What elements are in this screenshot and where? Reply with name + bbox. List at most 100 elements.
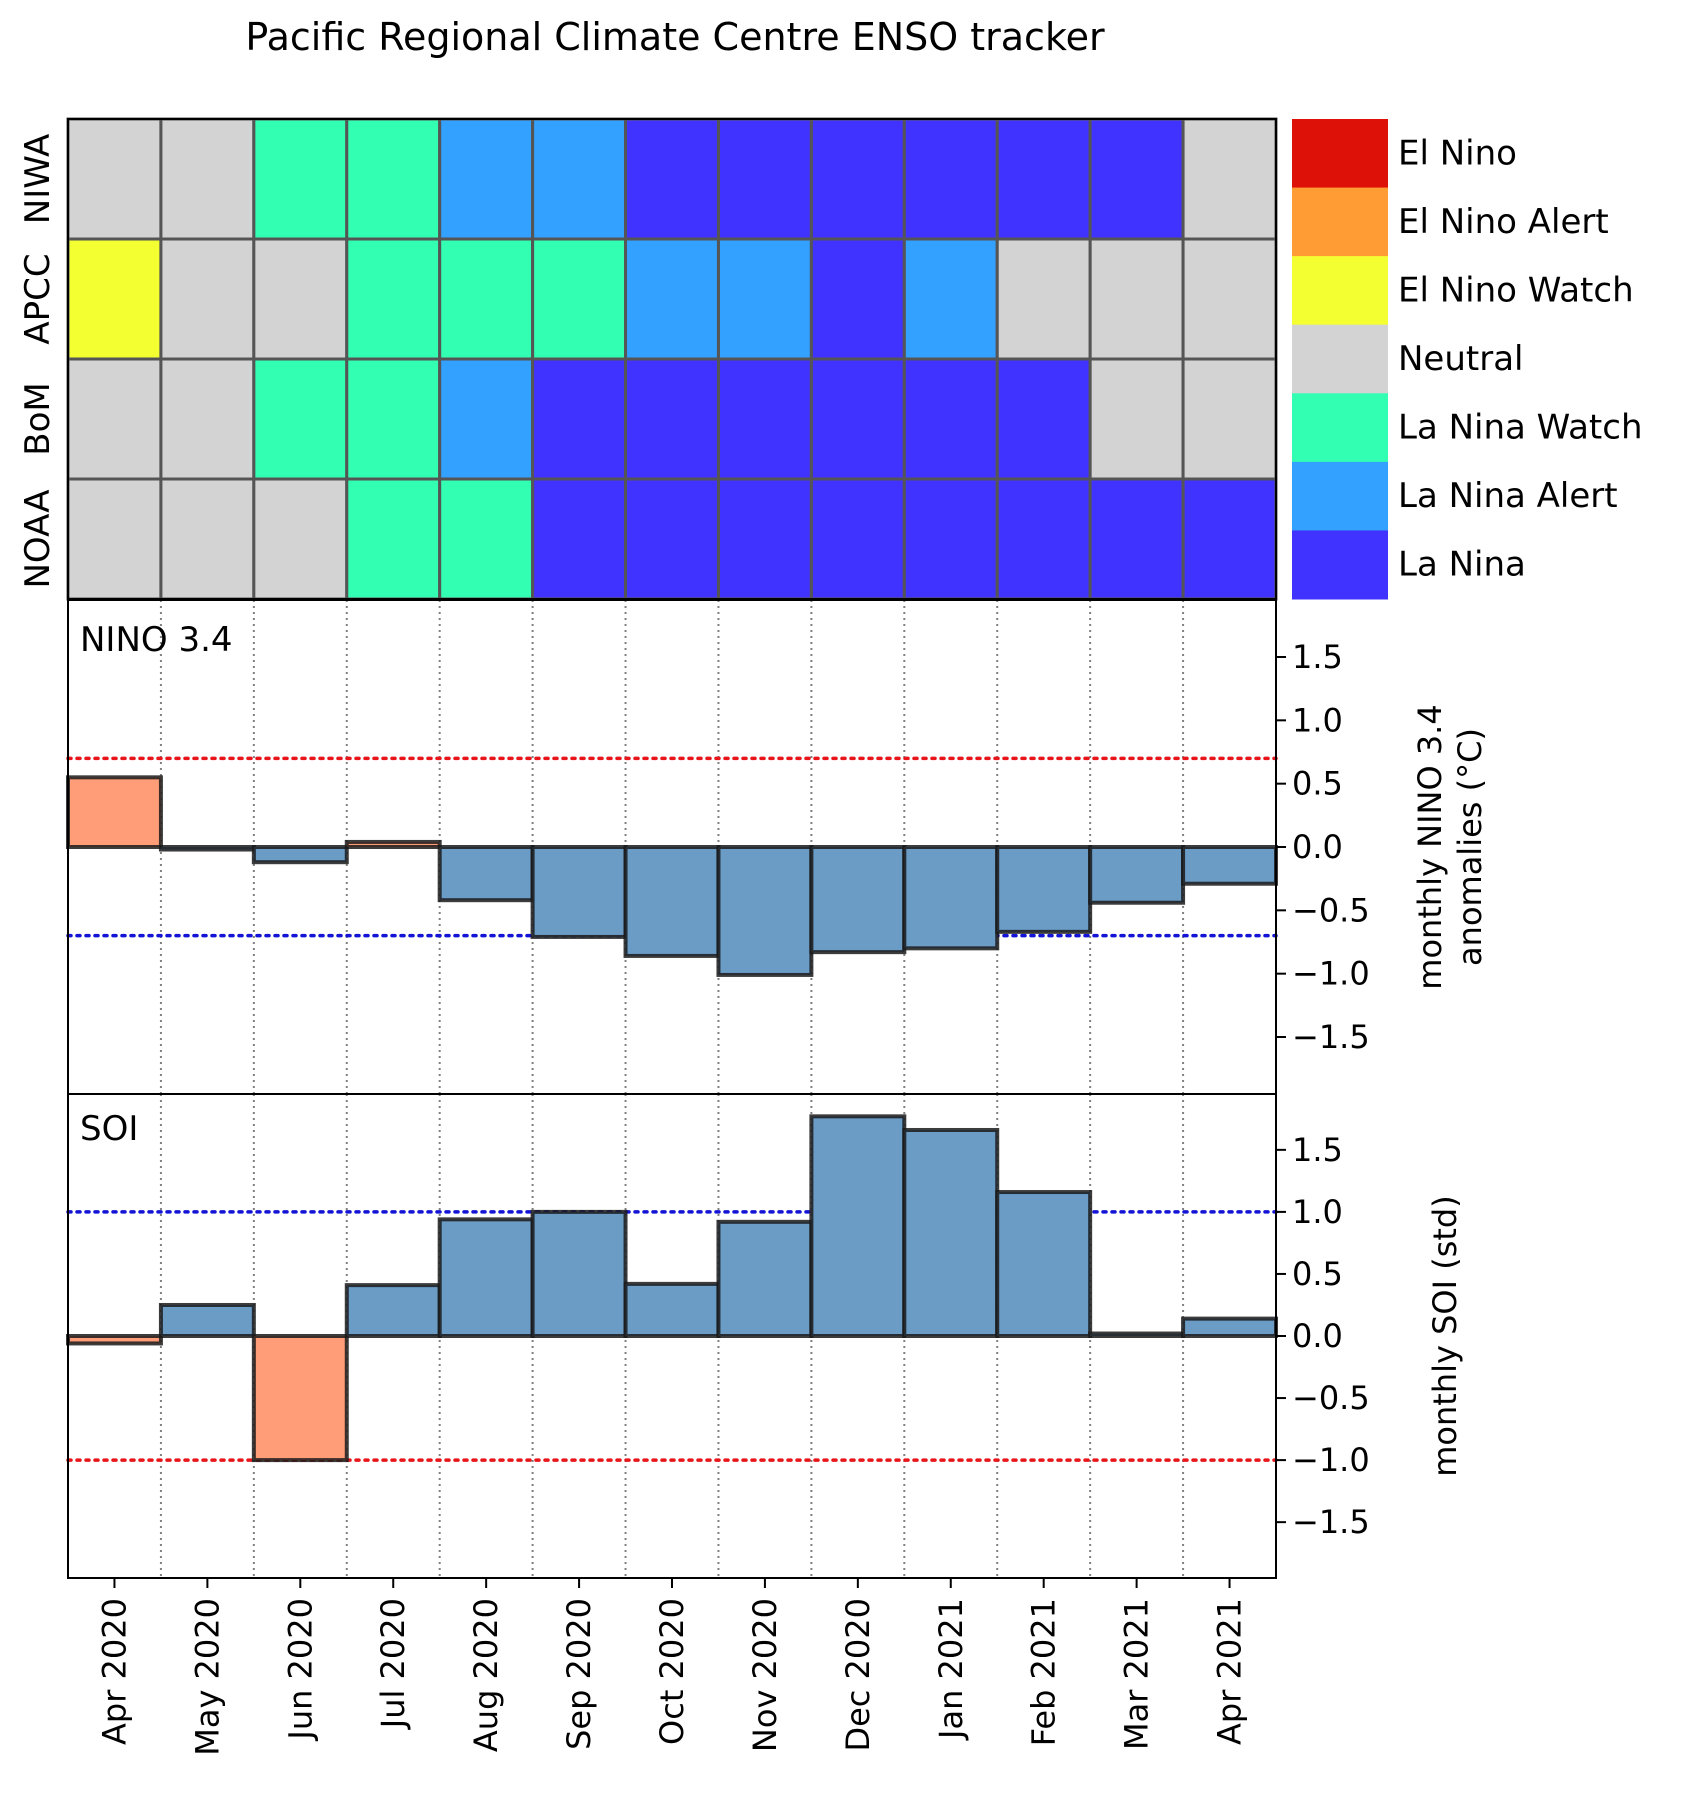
heatmap-cell-bom-dec-2020: [809, 357, 906, 481]
heatmap-cell-bom-aug-2020: [438, 357, 535, 481]
legend-swatch-el-nino-alert: [1292, 187, 1388, 257]
heatmap-cell-noaa-apr-2021: [1181, 477, 1278, 601]
heatmap-cell-apcc-dec-2020: [809, 237, 906, 361]
heatmap-cell-apcc-oct-2020: [624, 237, 720, 361]
soi-bar-sep-2020: [530, 1209, 628, 1339]
legend-label-el-nino: El Nino: [1398, 133, 1517, 173]
heatmap-cell-apcc-apr-2021: [1181, 237, 1278, 361]
soi-panel-label: SOI: [80, 1109, 138, 1149]
nino34-ylabel-line: monthly NINO 3.4: [1411, 704, 1449, 989]
soi-bar-feb-2021: [995, 1190, 1093, 1338]
xtick-label-sep-2020: Sep 2020: [560, 1598, 598, 1750]
heatmap-cell-apcc-apr-2020: [66, 237, 163, 361]
heatmap-cell-bom-sep-2020: [531, 357, 628, 481]
heatmap-cell-niwa-apr-2021: [1181, 117, 1278, 241]
xtick-label-dec-2020: Dec 2020: [839, 1598, 877, 1752]
xtick-label-nov-2020: Nov 2020: [746, 1598, 784, 1752]
legend-label-neutral: Neutral: [1398, 339, 1524, 379]
nino34-ytick-label: −1.0: [1292, 955, 1370, 993]
nino34-bar-dec-2020: [809, 845, 907, 955]
heatmap-cell-bom-oct-2020: [624, 357, 720, 481]
heatmap-cell-apcc-jul-2020: [345, 237, 442, 361]
heatmap-cell-niwa-jul-2020: [345, 117, 442, 241]
xtick-label-apr-2021: Apr 2021: [1211, 1598, 1249, 1745]
heatmap-row-label-niwa: NIWA: [18, 134, 58, 224]
heatmap-cell-noaa-sep-2020: [531, 477, 628, 601]
soi-ytick-label: 1.0: [1292, 1193, 1343, 1231]
soi-bar-jun-2020: [251, 1334, 349, 1463]
heatmap-cell-bom-jul-2020: [345, 357, 442, 481]
heatmap-cell-niwa-sep-2020: [531, 117, 628, 241]
nino34-bar-feb-2021: [995, 845, 1093, 934]
legend-swatch-la-nina-watch: [1292, 393, 1388, 463]
heatmap-cell-apcc-mar-2021: [1088, 237, 1185, 361]
legend-label-el-nino-watch: El Nino Watch: [1398, 270, 1634, 310]
nino34-ylabel-line: anomalies (°C): [1451, 728, 1489, 966]
heatmap-cell-niwa-mar-2021: [1088, 117, 1185, 241]
nino34-bar-apr-2021: [1181, 845, 1278, 886]
xtick-label-jul-2020: Jul 2020: [374, 1598, 412, 1730]
legend-swatch-el-nino: [1292, 119, 1388, 189]
nino34-bar-sep-2020: [530, 845, 628, 939]
soi-bar-oct-2020: [623, 1281, 721, 1339]
soi-ytick-label: −1.0: [1292, 1441, 1370, 1479]
heatmap-cell-apcc-jan-2021: [902, 237, 999, 361]
nino34-bar-aug-2020: [437, 845, 535, 903]
soi-ytick-label: −1.5: [1292, 1503, 1370, 1541]
xtick-label-oct-2020: Oct 2020: [653, 1598, 691, 1745]
month-axis: Apr 2020 May 2020 Jun 2020 Jul 2020 Aug 2020…: [95, 1578, 1249, 1756]
heatmap-cell-niwa-oct-2020: [624, 117, 720, 241]
heatmap-legend: El Nino El Nino Alert El Nino Watch Neutral…: [1292, 119, 1643, 600]
nino34-bar-jul-2020: [344, 839, 442, 850]
legend-label-el-nino-alert: El Nino Alert: [1398, 202, 1609, 242]
heatmap-cell-apcc-feb-2021: [995, 237, 1092, 361]
legend-swatch-el-nino-watch: [1292, 256, 1388, 326]
xtick-label-jan-2021: Jan 2021: [932, 1598, 970, 1741]
xtick-label-jun-2020: Jun 2020: [281, 1598, 319, 1742]
heatmap-row-label-bom: BoM: [18, 382, 58, 455]
heatmap-cell-bom-apr-2020: [66, 357, 163, 481]
heatmap-row-label-apcc: APCC: [18, 253, 58, 344]
heatmap-cell-niwa-feb-2021: [995, 117, 1092, 241]
soi-ytick-label: 1.5: [1292, 1131, 1343, 1169]
heatmap-cell-niwa-dec-2020: [809, 117, 906, 241]
soi-bar-jul-2020: [344, 1283, 442, 1338]
legend-label-la-nina-watch: La Nina Watch: [1398, 408, 1643, 448]
legend-label-la-nina: La Nina: [1398, 545, 1526, 585]
soi-bar-may-2020: [158, 1302, 256, 1339]
soi-panel: −1.5 −1.0 −0.5 0.0 0.5 1.0 1.5 monthly SOI (std…: [66, 1093, 1464, 1579]
soi-bar-apr-2021: [1181, 1316, 1278, 1338]
heatmap-cell-niwa-may-2020: [159, 117, 256, 241]
legend-label-la-nina-alert: La Nina Alert: [1398, 476, 1618, 516]
heatmap-cell-niwa-jun-2020: [252, 117, 349, 241]
soi-ytick-label: 0.0: [1292, 1317, 1343, 1355]
heatmap-cell-apcc-sep-2020: [531, 237, 628, 361]
heatmap-cell-bom-mar-2021: [1088, 357, 1185, 481]
nino34-ytick-label: 0.0: [1292, 828, 1343, 866]
soi-bar-aug-2020: [437, 1217, 535, 1339]
soi-bar-dec-2020: [809, 1114, 907, 1339]
heatmap-cell-apcc-aug-2020: [438, 237, 535, 361]
nino34-bar-apr-2020: [66, 775, 163, 849]
heatmap-cell-noaa-oct-2020: [624, 477, 720, 601]
nino34-bar-nov-2020: [716, 845, 814, 977]
nino34-ytick-label: −1.5: [1292, 1018, 1370, 1056]
heatmap-cell-bom-jan-2021: [902, 357, 999, 481]
nino34-panel-label: NINO 3.4: [80, 620, 233, 660]
legend-swatch-neutral: [1292, 324, 1388, 394]
soi-ylabel-line: monthly SOI (std): [1426, 1195, 1464, 1476]
nino34-bar-may-2020: [158, 845, 256, 852]
heatmap-row-label-noaa: NOAA: [18, 489, 58, 588]
heatmap-cell-noaa-feb-2021: [995, 477, 1092, 601]
nino34-ytick-label: −0.5: [1292, 891, 1370, 929]
nino34-bar-jun-2020: [251, 845, 349, 865]
heatmap-cell-niwa-jan-2021: [902, 117, 999, 241]
heatmap-cell-noaa-jul-2020: [345, 477, 442, 601]
heatmap-cell-apcc-jun-2020: [252, 237, 349, 361]
heatmap-cell-niwa-aug-2020: [438, 117, 535, 241]
soi-ytick-label: 0.5: [1292, 1255, 1343, 1293]
heatmap-cell-apcc-nov-2020: [716, 237, 813, 361]
legend-swatch-la-nina: [1292, 530, 1388, 600]
